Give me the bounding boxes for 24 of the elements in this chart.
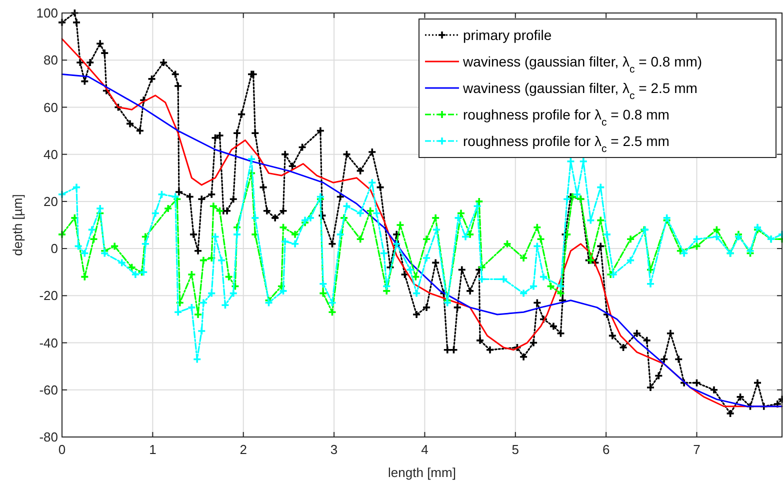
y-tick-label: 100 [36,6,58,21]
y-tick-label: -80 [39,430,58,445]
x-tick-label: 7 [693,442,700,457]
y-tick-label: 0 [50,241,58,256]
y-tick-label: 80 [44,52,58,68]
legend-label: primary profile [463,26,552,43]
y-tick-label: 20 [44,194,58,209]
y-tick-label: 60 [44,100,58,115]
y-tick-label: -40 [39,335,58,350]
legend-label: roughness profile for λ$_{c}$ = 0.8 mm [463,106,670,128]
x-tick-label: 1 [149,442,156,457]
legend-label: roughness profile for λ$_{c}$ = 2.5 mm [463,132,670,155]
x-tick-label: 5 [512,442,520,457]
y-axis-title: depth [µm] [10,194,25,256]
legend-label: waviness (gaussian filter, λ$_{c}$ = 2.5 mm [462,80,698,102]
y-tick-label: -60 [39,382,58,398]
y-tick-label: -20 [39,288,58,304]
legend-label: waviness (gaussian filter, λ$_{c}$ = 0.8 mm) [462,53,702,76]
x-tick-label: 4 [421,442,428,457]
y-tick-label: 40 [44,146,58,162]
x-tick-label: 3 [330,442,338,457]
x-tick-label: 6 [602,442,610,457]
x-axis-title: length [mm] [388,465,456,480]
x-tick-label: 2 [240,442,247,457]
